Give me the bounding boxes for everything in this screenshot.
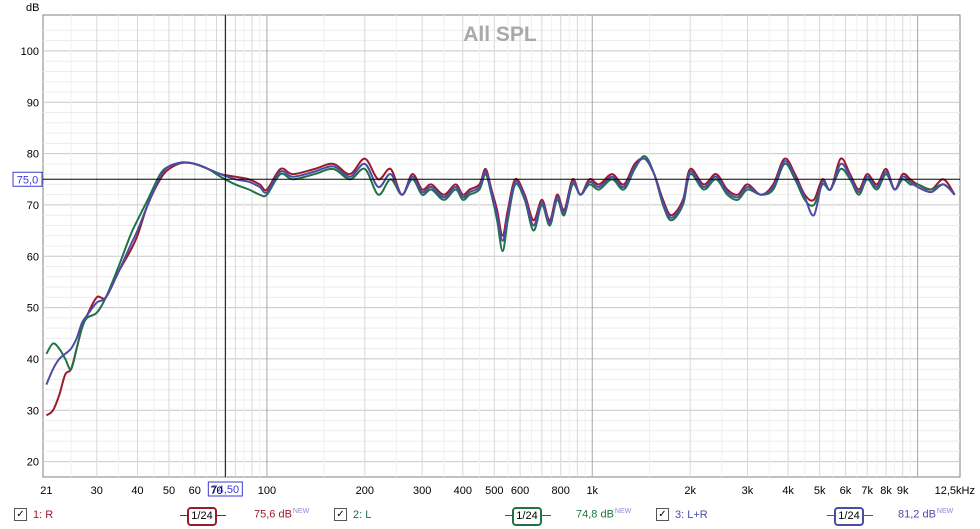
x-tick-label: 2k	[684, 485, 696, 497]
cursor-y-readout-box	[12, 171, 43, 187]
y-tick-label: 40	[27, 354, 39, 366]
y-tick-label: 20	[27, 457, 39, 469]
y-tick-label: 50	[27, 303, 39, 315]
legend-checkbox-l[interactable]: ✓	[334, 508, 347, 521]
cursor-x-readout-box	[207, 481, 243, 497]
x-tick-label: 500	[485, 485, 503, 497]
legend-level-l: 74,8 dBNEW	[576, 508, 632, 521]
y-tick-label: 100	[21, 46, 39, 58]
legend-item-lr[interactable]: ✓ 3: L+R	[656, 508, 708, 521]
x-tick-label: 4k	[782, 485, 794, 497]
x-tick-label: 100	[258, 485, 276, 497]
legend-bar: ✓ 1: R 1/24 75,6 dBNEW ✓ 2: L 1/24 74,8 …	[0, 505, 980, 527]
x-tick-label: 21	[40, 485, 52, 497]
x-tick-label: 70	[210, 485, 222, 497]
legend-checkbox-lr[interactable]: ✓	[656, 508, 669, 521]
y-tick-labels: 20 30 40 50 60 70 80 90 100	[21, 46, 39, 469]
grid	[42, 14, 961, 478]
x-tick-label: 800	[552, 485, 570, 497]
x-tick-label: 3k	[742, 485, 754, 497]
y-tick-label: 80	[27, 149, 39, 161]
legend-label-r: 1: R	[33, 508, 54, 521]
smoothing-button-l[interactable]: 1/24	[512, 507, 542, 526]
legend-label-l: 2: L	[353, 508, 372, 521]
cursor[interactable]: 75,0 74,50	[12, 15, 960, 497]
legend-checkbox-r[interactable]: ✓	[14, 508, 27, 521]
smoothing-button-r[interactable]: 1/24	[187, 507, 217, 526]
series-line-3	[45, 157, 956, 385]
legend-item-r[interactable]: ✓ 1: R	[14, 508, 53, 521]
x-tick-label: 7k	[861, 485, 873, 497]
x-tick-labels: 21 30 40 50 60 70 100 200 300 400 500 600 800 1k 2k 3k 4…	[40, 485, 975, 497]
legend-item-l[interactable]: ✓ 2: L	[334, 508, 371, 521]
x-tick-label: 6k	[840, 485, 852, 497]
legend-label-lr: 3: L+R	[675, 508, 708, 521]
x-tick-label: 200	[356, 485, 374, 497]
y-tick-label: 30	[27, 405, 39, 417]
x-tick-label: 400	[454, 485, 472, 497]
x-tick-label: 30	[91, 485, 103, 497]
x-tick-label: 9k	[897, 485, 909, 497]
x-tick-label: 50	[163, 485, 175, 497]
x-tick-label: 600	[511, 485, 529, 497]
legend-level-lr: 81,2 dBNEW	[898, 508, 954, 521]
cursor-y-readout: 75,0	[17, 174, 38, 186]
x-tick-label: 5k	[814, 485, 826, 497]
x-tick-label: 300	[413, 485, 431, 497]
x-tick-label: 1k	[586, 485, 598, 497]
y-tick-label: 90	[27, 97, 39, 109]
x-tick-label: 12,5kHz	[935, 485, 975, 497]
spl-chart[interactable]: 75,0 74,50 All SPL dB 20 30 40 50 60 70 80 90 100…	[0, 0, 980, 505]
legend-level-r: 75,6 dBNEW	[254, 508, 310, 521]
cursor-x-readout: 74,50	[212, 484, 240, 496]
x-tick-label: 40	[131, 485, 143, 497]
y-tick-label: 70	[27, 200, 39, 212]
y-axis-label: dB	[26, 2, 39, 14]
x-tick-label: 8k	[880, 485, 892, 497]
y-tick-label: 60	[27, 251, 39, 263]
series-group	[45, 155, 956, 417]
chart-title: All SPL	[463, 23, 537, 46]
x-tick-label: 60	[189, 485, 201, 497]
smoothing-button-lr[interactable]: 1/24	[834, 507, 864, 526]
